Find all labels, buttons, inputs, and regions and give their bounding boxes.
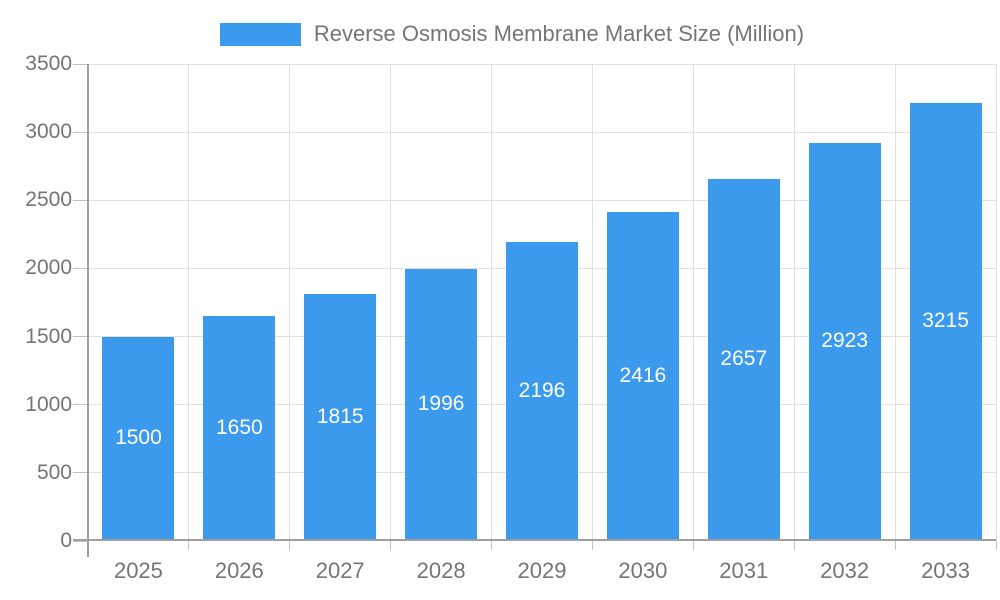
x-axis-tick bbox=[894, 541, 896, 550]
x-axis-label: 2026 bbox=[214, 558, 264, 583]
x-axis-label: 2032 bbox=[820, 558, 870, 583]
x-axis-label: 2025 bbox=[113, 558, 163, 583]
bar-2030[interactable]: 2416 bbox=[606, 211, 679, 540]
y-axis-label: 3500 bbox=[25, 52, 72, 75]
y-gridline bbox=[88, 131, 996, 133]
x-gridline bbox=[188, 64, 190, 541]
y-axis-tick bbox=[73, 336, 87, 338]
bar-2026[interactable]: 1650 bbox=[203, 316, 276, 540]
y-axis-tick bbox=[73, 404, 87, 406]
x-axis-tick bbox=[491, 541, 493, 550]
y-axis-tick bbox=[73, 63, 87, 65]
bar-2028[interactable]: 1996 bbox=[405, 268, 478, 540]
bar-2025[interactable]: 1500 bbox=[102, 336, 175, 540]
bar-value-label: 1996 bbox=[417, 392, 465, 416]
x-gridline bbox=[793, 64, 795, 541]
x-gridline bbox=[692, 64, 694, 541]
x-axis-line bbox=[73, 539, 996, 541]
y-axis-label: 0 bbox=[60, 529, 72, 552]
x-axis-tick bbox=[188, 541, 190, 550]
y-axis-label: 1000 bbox=[25, 392, 72, 416]
y-axis-tick bbox=[73, 131, 87, 133]
bar-value-label: 1815 bbox=[316, 404, 364, 428]
x-axis-label: 2031 bbox=[719, 558, 769, 583]
x-gridline bbox=[491, 64, 493, 541]
y-axis-tick bbox=[73, 199, 87, 201]
x-gridline bbox=[289, 64, 291, 541]
x-axis-tick bbox=[995, 541, 997, 550]
y-axis-label: 2500 bbox=[25, 188, 72, 212]
x-axis-tick bbox=[390, 541, 392, 550]
y-gridline bbox=[88, 199, 996, 201]
bar-value-label: 3215 bbox=[922, 309, 969, 333]
legend-label: Reverse Osmosis Membrane Market Size (Mi… bbox=[313, 21, 805, 46]
legend-swatch bbox=[219, 22, 301, 46]
y-axis-label: 3000 bbox=[25, 120, 72, 144]
y-axis-tick bbox=[73, 472, 87, 474]
bar-2029[interactable]: 2196 bbox=[506, 241, 578, 540]
y-axis-tick bbox=[73, 540, 87, 542]
bar-2032[interactable]: 2923 bbox=[808, 142, 881, 540]
bar-value-label: 2923 bbox=[821, 329, 869, 353]
x-axis-label: 2028 bbox=[416, 558, 466, 583]
chart-legend[interactable]: Reverse Osmosis Membrane Market Size (Mi… bbox=[12, 21, 1000, 47]
bar-2027[interactable]: 1815 bbox=[304, 293, 377, 540]
x-gridline bbox=[894, 64, 896, 541]
y-axis-tick bbox=[73, 267, 87, 269]
y-gridline bbox=[88, 63, 996, 65]
x-gridline bbox=[390, 64, 392, 541]
x-axis-label: 2027 bbox=[315, 558, 365, 583]
x-axis-tick bbox=[289, 541, 291, 550]
bar-2033[interactable]: 3215 bbox=[909, 102, 982, 540]
bar-2031[interactable]: 2657 bbox=[707, 178, 780, 540]
x-axis-tick bbox=[692, 541, 694, 550]
x-axis-tick bbox=[793, 541, 795, 550]
bar-value-label: 2196 bbox=[518, 378, 566, 402]
y-axis-line bbox=[87, 64, 89, 557]
bar-value-label: 1650 bbox=[215, 416, 263, 440]
plot-area: 0 500 1000 1500 2000 2500 3000 3500 1500 2025 1650… bbox=[25, 52, 997, 583]
x-axis-tick bbox=[591, 541, 593, 550]
y-axis-label: 2000 bbox=[25, 256, 72, 280]
x-axis-label: 2033 bbox=[921, 558, 971, 583]
bar-value-label: 1500 bbox=[115, 426, 162, 450]
y-axis-label: 1500 bbox=[25, 324, 72, 348]
bar-value-label: 2657 bbox=[720, 347, 768, 371]
y-axis-label: 500 bbox=[36, 460, 72, 484]
x-axis-label: 2030 bbox=[618, 558, 668, 583]
bar-value-label: 2416 bbox=[619, 363, 667, 387]
x-gridline bbox=[591, 64, 593, 541]
x-gridline bbox=[995, 64, 997, 541]
x-axis-label: 2029 bbox=[517, 558, 567, 583]
